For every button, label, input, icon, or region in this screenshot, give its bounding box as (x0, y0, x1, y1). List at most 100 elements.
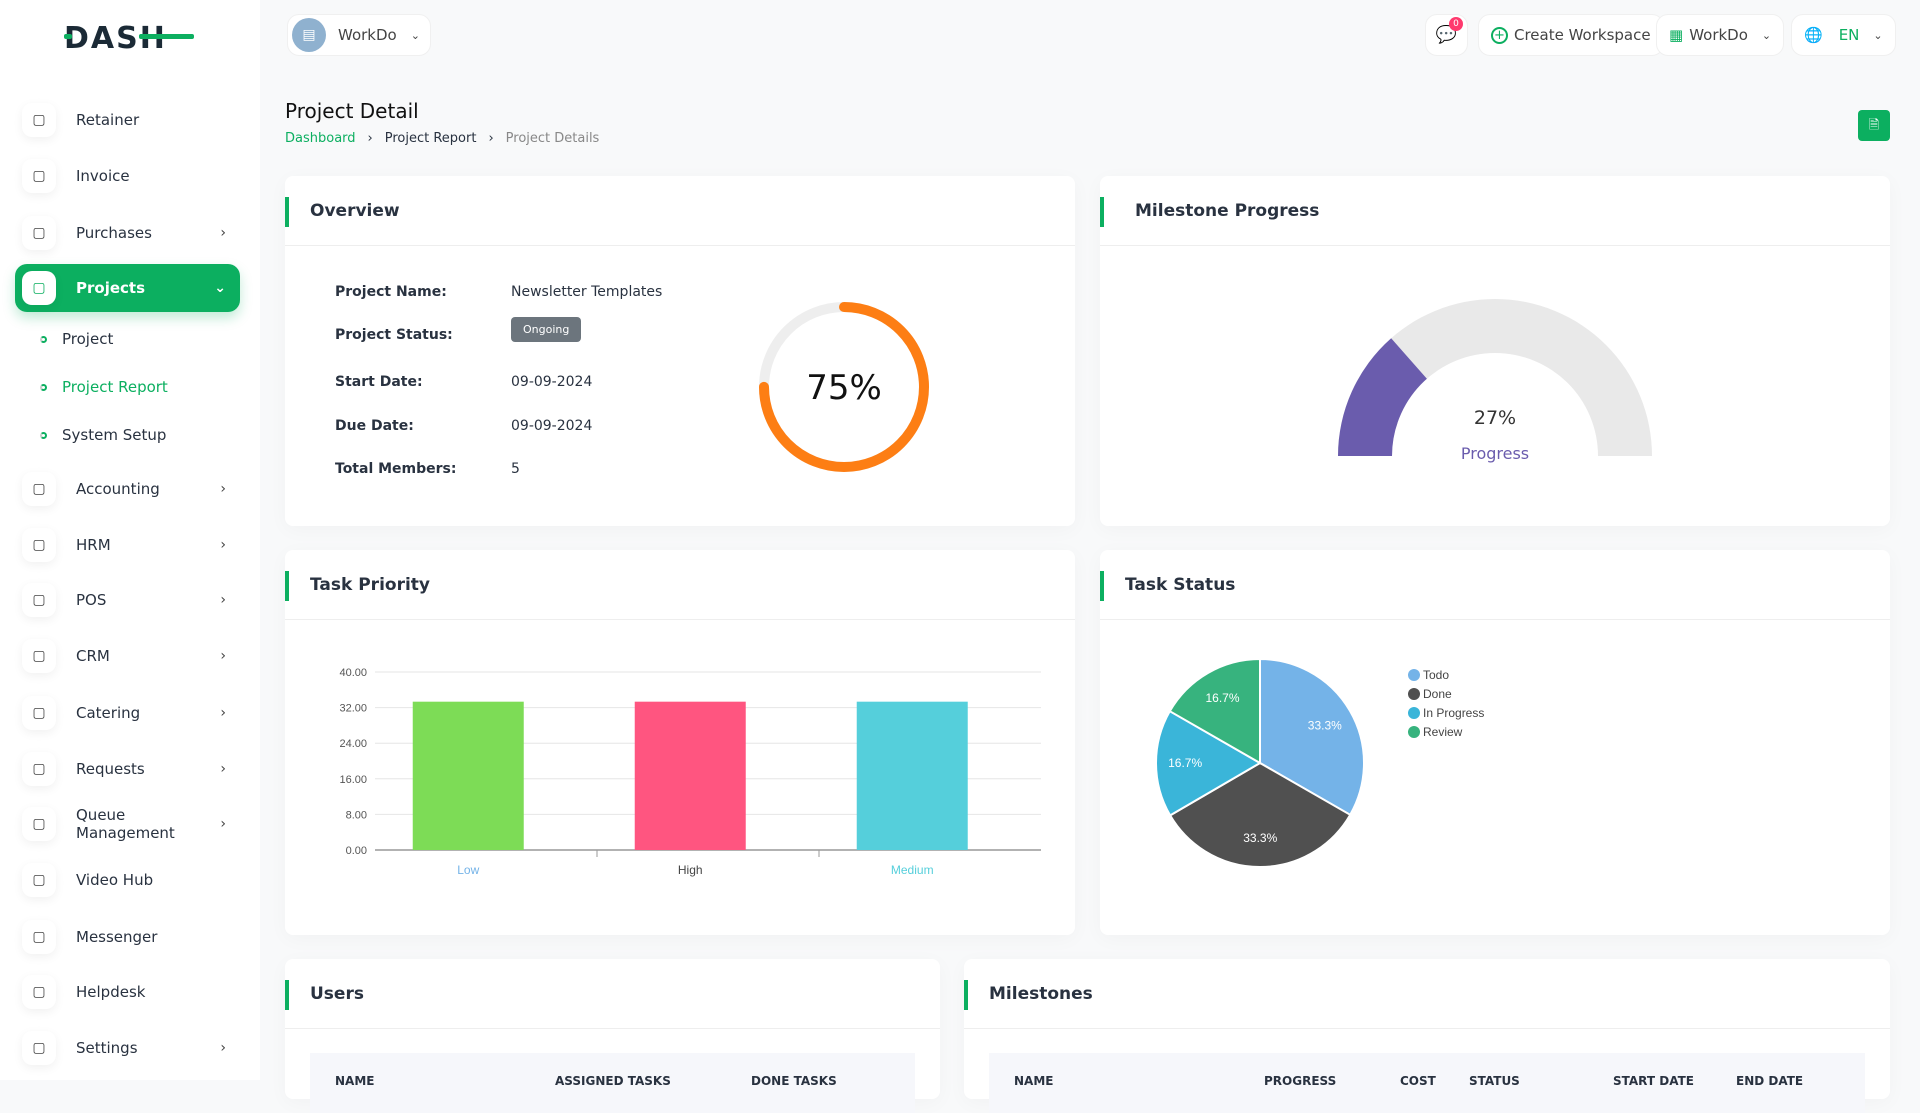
sidebar-item-catering[interactable]: ▢ Catering › (15, 689, 240, 737)
catering-icon: ▢ (22, 696, 56, 730)
breadcrumb-current: Project Details (505, 131, 600, 146)
pie-slice-review (1168, 657, 1261, 765)
milestones-col-cost: COST (1400, 1074, 1436, 1088)
workspace-switch-label: WorkDo (1689, 26, 1748, 44)
y-tick-label: 32.00 (339, 703, 367, 715)
dash-logo: DASH (64, 22, 194, 52)
overview-label: Total Members: (335, 461, 457, 477)
milestones-col-name: NAME (1014, 1074, 1054, 1088)
overview-label: Project Status: (335, 327, 453, 343)
workspace-avatar: ▤ (292, 18, 326, 52)
phone-icon: ▢ (22, 807, 56, 841)
breadcrumb-dashboard[interactable]: Dashboard (285, 131, 356, 146)
overview-value: Newsletter Templates (511, 284, 663, 300)
pos-icon: ▢ (22, 583, 56, 617)
sidebar-item-label: Projects (76, 279, 146, 297)
workspace-selector[interactable]: ▤ WorkDo ⌄ (287, 14, 431, 56)
chevron-right-icon: › (367, 131, 373, 146)
breadcrumb-project-report[interactable]: Project Report (384, 131, 477, 146)
messenger-button[interactable]: 💬 0 (1425, 14, 1468, 56)
overview-title: Overview (285, 176, 1075, 246)
x-tick-label: Medium (891, 863, 934, 877)
sidebar-item-retainer[interactable]: ▢ Retainer (15, 96, 240, 144)
chevron-right-icon: › (220, 705, 226, 721)
sidebar-item-requests[interactable]: ▢ Requests › (15, 745, 240, 793)
sidebar-item-queue-management[interactable]: ▢ Queue Management › (15, 800, 240, 848)
sidebar-item-projects[interactable]: ▢ Projects ⌄ (15, 264, 240, 312)
task-priority-title: Task Priority (285, 550, 1075, 620)
gauge-progress-arc (1338, 338, 1427, 456)
sidebar-item-settings[interactable]: ▢ Settings › (15, 1024, 240, 1072)
sidebar-item-crm[interactable]: ▢ CRM › (15, 632, 240, 680)
milestones-col-start: START DATE (1613, 1074, 1694, 1088)
export-button[interactable]: 🗎 (1858, 110, 1890, 141)
task-priority-bar-chart: 0.00 8.00 16.00 24.00 32.00 40.00 Low High Mediu… (339, 667, 1041, 877)
sidebar-subitem-project-report[interactable]: Project Report (40, 378, 168, 396)
y-tick-label: 8.00 (346, 809, 367, 821)
sidebar-subitem-project[interactable]: Project (40, 330, 113, 348)
retainer-icon: ▢ (22, 103, 56, 137)
sidebar-item-video-hub[interactable]: ▢ Video Hub (15, 856, 240, 904)
sidebar-item-invoice[interactable]: ▢ Invoice (15, 152, 240, 200)
video-icon: ▢ (22, 863, 56, 897)
overview-value: 09-09-2024 (511, 374, 593, 390)
y-tick-label: 16.00 (339, 774, 367, 786)
create-workspace-label: Create Workspace (1514, 26, 1651, 44)
cart-icon: ▢ (22, 216, 56, 250)
milestones-col-status: STATUS (1469, 1074, 1520, 1088)
sidebar-item-accounting[interactable]: ▢ Accounting › (15, 465, 240, 513)
sidebar-item-label: Queue Management (76, 806, 175, 842)
sidebar-item-purchases[interactable]: ▢ Purchases › (15, 209, 240, 257)
y-tick-label: 0.00 (346, 845, 367, 857)
sidebar-subitem-system-setup[interactable]: System Setup (40, 426, 166, 444)
subitem-label: System Setup (62, 426, 167, 444)
sidebar-item-hrm[interactable]: ▢ HRM › (15, 521, 240, 569)
legend-label: Done (1423, 687, 1452, 701)
chevron-right-icon: › (220, 816, 226, 832)
x-tick-label: Low (457, 863, 479, 877)
users-col-done: DONE TASKS (751, 1074, 837, 1088)
gear-icon: ▢ (22, 1031, 56, 1065)
check-square-icon: ▢ (22, 271, 56, 305)
chevron-right-icon: › (220, 648, 226, 664)
chevron-right-icon: › (488, 131, 494, 146)
overview-label: Project Name: (335, 284, 447, 300)
gauge-value: 27% (1474, 407, 1516, 429)
pie-data-label: 33.3% (1243, 831, 1277, 845)
subitem-label: Project (62, 330, 114, 348)
project-progress-donut: 75% (759, 302, 929, 472)
donut-label: 75% (806, 368, 882, 408)
legend-label: Todo (1423, 668, 1449, 682)
milestones-title: Milestones (964, 959, 1890, 1029)
sidebar-item-label: Requests (76, 760, 145, 778)
sidebar-item-label: Accounting (76, 480, 160, 498)
sidebar-item-label: Video Hub (76, 871, 154, 889)
user-plus-icon: ▢ (22, 752, 56, 786)
legend-marker (1408, 688, 1420, 700)
y-tick-label: 24.00 (339, 738, 367, 750)
overview-label: Start Date: (335, 374, 423, 390)
sidebar-item-messenger[interactable]: ▢ Messenger (15, 913, 240, 961)
task-priority-card: Task Priority 0.00 8.00 16.00 24.00 32.00 40.… (285, 550, 1075, 935)
pie-slice-done (1168, 761, 1352, 868)
sidebar-item-pos[interactable]: ▢ POS › (15, 576, 240, 624)
sidebar-item-helpdesk[interactable]: ▢ Helpdesk (15, 968, 240, 1016)
milestone-progress-card: Milestone Progress 27% Progress (1100, 176, 1890, 526)
language-selector[interactable]: 🌐 EN ⌄ (1791, 14, 1896, 56)
create-workspace-button[interactable]: + Create Workspace (1478, 14, 1664, 56)
workspace-switch[interactable]: ▦ WorkDo ⌄ (1656, 14, 1785, 56)
pie-slice-in-progress (1155, 709, 1262, 817)
users-col-assigned: ASSIGNED TASKS (555, 1074, 671, 1088)
sidebar-item-label: Settings (76, 1039, 138, 1057)
bullet-icon (40, 431, 47, 439)
breadcrumb: Dashboard › Project Report › Project Detai… (285, 131, 599, 146)
apps-icon: ▦ (1669, 26, 1684, 44)
chevron-down-icon: ⌄ (214, 280, 226, 296)
x-tick-label: High (678, 863, 703, 877)
chevron-right-icon: › (220, 481, 226, 497)
task-status-card: Task Status 33.3% 33.3% 16.7% 16.7% Todo Done… (1100, 550, 1890, 935)
file-download-icon: 🗎 (1868, 118, 1880, 133)
gauge-caption: Progress (1461, 444, 1529, 463)
sidebar-item-label: CRM (76, 647, 110, 665)
pie-data-label: 16.7% (1168, 756, 1202, 770)
